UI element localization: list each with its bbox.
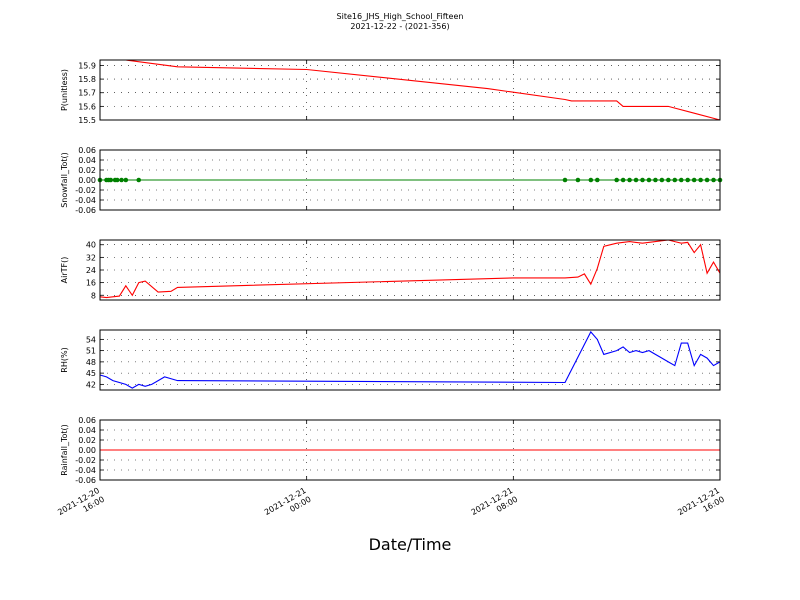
y-tick-label: 0.04 xyxy=(78,156,96,165)
y-tick-label: 40 xyxy=(86,241,96,250)
data-point xyxy=(588,177,594,183)
y-tick-label: -0.04 xyxy=(75,466,96,475)
data-point xyxy=(633,177,639,183)
y-tick-label: -0.02 xyxy=(75,186,96,195)
data-point xyxy=(711,177,716,183)
subplot-5: -0.06-0.04-0.020.000.020.040.06 Rainfall_… xyxy=(60,416,721,485)
y-tick-label: 45 xyxy=(86,369,96,378)
data-point xyxy=(704,177,710,183)
subplot-2: -0.06-0.04-0.020.000.020.040.06 Snowfall_… xyxy=(60,146,723,215)
figure-title-line2: 2021-12-22 - (2021-356) xyxy=(350,22,449,31)
axes-frame xyxy=(99,329,721,391)
y-tick-label: 32 xyxy=(86,253,96,262)
data-point xyxy=(123,177,129,183)
data-point xyxy=(691,177,697,183)
y-tick-label: -0.06 xyxy=(75,206,96,215)
data-point xyxy=(672,177,678,183)
y-tick-label: 0.02 xyxy=(78,166,96,175)
data-point xyxy=(640,177,645,183)
y-tick-label: 15.8 xyxy=(78,75,96,84)
data-point xyxy=(678,177,684,183)
y-tick-label: 0.00 xyxy=(78,446,96,455)
series-line xyxy=(99,239,721,299)
y-tick-label: 16 xyxy=(86,279,96,288)
y-tick-label: 0.06 xyxy=(78,146,96,155)
series-line xyxy=(99,330,721,389)
y-tick-label: 0.04 xyxy=(78,426,96,435)
figure-title-line1: Site16_JHS_High_School_Fifteen xyxy=(337,12,464,21)
y-axis-label: P(unitless) xyxy=(60,69,69,111)
y-tick-label: 15.6 xyxy=(78,102,96,111)
y-axis-label: Snowfall_Tot() xyxy=(60,152,69,208)
y-tick-label: -0.02 xyxy=(75,456,96,465)
y-tick-label: 24 xyxy=(86,266,96,275)
y-tick-label: 15.7 xyxy=(78,89,96,98)
data-point xyxy=(562,177,568,183)
axes-frame xyxy=(99,149,721,211)
y-axis-label: Rainfall_Tot() xyxy=(60,424,69,476)
y-tick-label: 48 xyxy=(86,358,96,367)
subplot-1: 15.5 15.6 15.7 15.8 15.9 P(unitless) xyxy=(60,59,721,125)
y-tick-label: -0.04 xyxy=(75,196,96,205)
y-tick-label: 0.00 xyxy=(78,176,96,185)
y-tick-label: 8 xyxy=(91,291,96,300)
subplot-stack: 15.515.615.715.815.9P(unitless)-0.06-0.0… xyxy=(60,59,723,485)
y-tick-label: 15.9 xyxy=(78,61,96,70)
data-point xyxy=(685,177,691,183)
data-point xyxy=(698,177,703,183)
data-point xyxy=(659,177,665,183)
data-point xyxy=(136,177,142,183)
data-point xyxy=(627,177,632,183)
data-point xyxy=(119,177,124,183)
x-axis-label: Date/Time xyxy=(369,535,452,554)
y-tick-label: 15.5 xyxy=(78,116,96,125)
y-tick-label: 51 xyxy=(86,347,96,356)
y-tick-label: 42 xyxy=(86,380,96,389)
axes-frame xyxy=(99,239,721,301)
subplot-4: 42 45 48 51 54 RH(%) xyxy=(60,329,721,391)
subplot-3: 8 16 24 32 40 AirTF() xyxy=(60,239,721,301)
y-axis-label: RH(%) xyxy=(60,347,69,372)
data-point xyxy=(108,177,114,183)
y-tick-label: 54 xyxy=(86,335,96,344)
y-axis-label: AirTF() xyxy=(60,257,69,284)
axes-frame xyxy=(99,59,721,121)
data-point xyxy=(614,177,619,183)
data-point xyxy=(620,177,626,183)
y-tick-label: -0.06 xyxy=(75,476,96,485)
data-point xyxy=(114,177,120,183)
series-line xyxy=(100,59,721,121)
y-tick-label: 0.06 xyxy=(78,416,96,425)
data-point xyxy=(575,177,581,183)
data-point xyxy=(594,177,600,183)
y-tick-label: 0.02 xyxy=(78,436,96,445)
data-point xyxy=(646,177,652,183)
data-point xyxy=(653,177,658,183)
axes-frame xyxy=(99,419,721,481)
data-point xyxy=(666,177,671,183)
